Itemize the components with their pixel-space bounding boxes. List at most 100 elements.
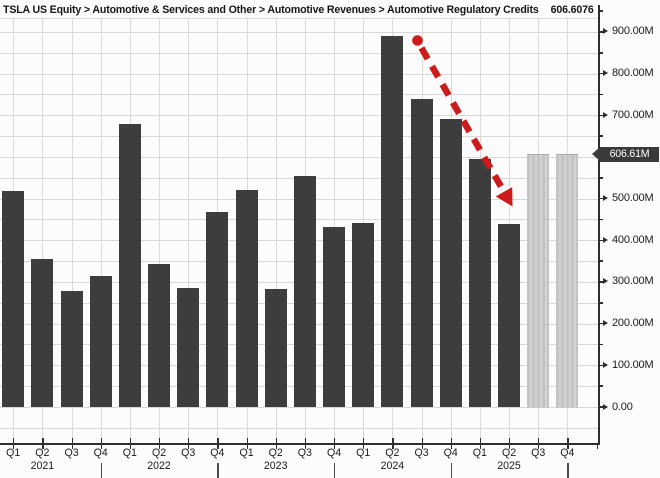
y-minor-tick xyxy=(599,385,603,387)
bar-q4-2021[interactable] xyxy=(89,276,112,407)
y-minor-tick xyxy=(599,343,603,346)
x-tick-label-q3-2022: Q3 xyxy=(181,446,196,459)
y-major-tick xyxy=(599,406,604,408)
y-tick-arrowhead-icon xyxy=(603,70,608,77)
x-quarter-tick xyxy=(479,437,482,449)
year-label-2025: 2025 xyxy=(497,459,521,472)
year-label-2022: 2022 xyxy=(147,459,171,472)
x-tick-label-q1-2023: Q1 xyxy=(239,446,254,459)
x-quarter-tick xyxy=(334,437,336,449)
bar-q1-2022[interactable] xyxy=(118,124,141,407)
x-quarter-tick xyxy=(217,437,219,449)
x-quarter-tick xyxy=(71,437,73,449)
year-divider-2021 xyxy=(100,463,102,478)
gridline-horizontal xyxy=(0,115,599,117)
y-major-tick xyxy=(599,281,604,283)
x-axis-line xyxy=(0,443,600,445)
bar-q4-2022[interactable] xyxy=(206,212,229,407)
gridline-vertical xyxy=(159,18,161,443)
x-quarter-tick xyxy=(421,437,423,449)
breadcrumb: TSLA US Equity > Automotive & Services a… xyxy=(3,3,539,16)
bar-q1-2023[interactable] xyxy=(235,189,258,407)
year-label-2021: 2021 xyxy=(30,459,55,472)
gridline-horizontal xyxy=(0,52,599,54)
gridline-horizontal xyxy=(0,94,599,96)
bar-q3-2025-estimate[interactable] xyxy=(527,154,550,408)
breadcrumb-bar: TSLA US Equity > Automotive & Services a… xyxy=(3,2,597,17)
bar-q4-2023[interactable] xyxy=(323,226,346,407)
bar-q4-2024[interactable] xyxy=(439,118,462,407)
y-tick-label-700.00m: 700.00M xyxy=(612,108,654,121)
x-quarter-tick xyxy=(450,437,452,449)
y-tick-label-900.00m: 900.00M xyxy=(612,25,654,38)
y-tick-label-300.00m: 300.00M xyxy=(612,275,654,288)
x-tick-label-q3-2024: Q3 xyxy=(414,446,429,459)
y-tick-arrowhead-icon xyxy=(603,111,608,118)
x-tick-label-q2-2023: Q2 xyxy=(268,446,283,459)
x-tick-label-q2-2022: Q2 xyxy=(151,446,167,459)
y-minor-tick xyxy=(599,260,603,262)
year-divider-2025 xyxy=(567,463,569,478)
gridline-vertical xyxy=(42,18,44,443)
y-minor-tick xyxy=(599,218,603,221)
y-tick-arrowhead-icon xyxy=(603,236,608,243)
last-value-badge-notch xyxy=(592,146,600,161)
bar-q2-2025[interactable] xyxy=(498,224,521,407)
gridline-vertical xyxy=(188,18,190,443)
x-quarter-tick xyxy=(42,437,44,449)
y-minor-tick xyxy=(599,177,603,179)
bar-q3-2021[interactable] xyxy=(60,290,83,407)
plot-top-border xyxy=(0,18,599,19)
y-tick-arrowhead-icon xyxy=(603,28,608,35)
x-quarter-tick xyxy=(246,437,248,449)
bar-q2-2024[interactable] xyxy=(381,36,404,407)
y-minor-tick xyxy=(599,10,603,12)
gridline-vertical xyxy=(100,18,102,443)
x-tick-label-q2-2021: Q2 xyxy=(35,446,50,459)
y-tick-label-100.00m: 100.00M xyxy=(612,358,654,371)
y-major-tick xyxy=(599,72,604,75)
gridline-horizontal xyxy=(0,427,599,429)
bar-q3-2022[interactable] xyxy=(177,287,200,407)
bar-q2-2023[interactable] xyxy=(264,289,287,407)
x-quarter-tick xyxy=(538,437,540,449)
y-major-tick xyxy=(599,31,604,33)
x-quarter-tick xyxy=(392,437,394,449)
bar-q4-2025-estimate[interactable] xyxy=(556,154,579,408)
bar-q1-2024[interactable] xyxy=(352,222,375,407)
y-tick-arrowhead-icon xyxy=(603,320,608,327)
y-minor-tick xyxy=(599,135,603,137)
year-divider-2022 xyxy=(217,463,219,478)
y-major-tick xyxy=(599,322,604,325)
last-value-readout: 606.6076 xyxy=(550,3,594,16)
plot-area[interactable] xyxy=(0,18,599,443)
x-quarter-tick xyxy=(159,437,161,449)
y-tick-label-800.00m: 800.00M xyxy=(612,67,654,80)
bar-q2-2021[interactable] xyxy=(31,259,54,407)
axis-corner-tick xyxy=(596,443,598,449)
x-tick-label-q1-2022: Q1 xyxy=(122,446,137,459)
y-tick-label-200.00m: 200.00M xyxy=(612,317,654,330)
y-tick-arrowhead-icon xyxy=(603,403,608,410)
y-minor-tick xyxy=(599,93,603,96)
x-tick-label-q2-2025: Q2 xyxy=(501,446,517,459)
y-axis-line xyxy=(597,5,600,444)
y-tick-label-500.00m: 500.00M xyxy=(612,192,654,205)
x-tick-label-q3-2023: Q3 xyxy=(297,446,312,459)
year-divider-2024 xyxy=(450,463,452,478)
y-tick-label-0.00: 0.00 xyxy=(612,400,633,413)
bar-q3-2023[interactable] xyxy=(293,176,316,407)
x-quarter-tick xyxy=(129,437,132,449)
x-quarter-tick xyxy=(188,437,190,449)
x-tick-label-q4-2024: Q4 xyxy=(443,446,458,459)
x-quarter-tick xyxy=(275,437,277,449)
x-tick-label-q4-2021: Q4 xyxy=(93,446,108,459)
gridline-horizontal xyxy=(0,136,599,138)
x-tick-label-q4-2023: Q4 xyxy=(326,446,342,459)
bar-q1-2021[interactable] xyxy=(2,191,25,407)
bar-q3-2024[interactable] xyxy=(410,99,433,407)
bar-q2-2022[interactable] xyxy=(148,263,171,407)
x-tick-label-q4-2022: Q4 xyxy=(210,446,225,459)
x-tick-label-q1-2025: Q1 xyxy=(472,446,487,459)
bar-q1-2025[interactable] xyxy=(468,159,491,407)
